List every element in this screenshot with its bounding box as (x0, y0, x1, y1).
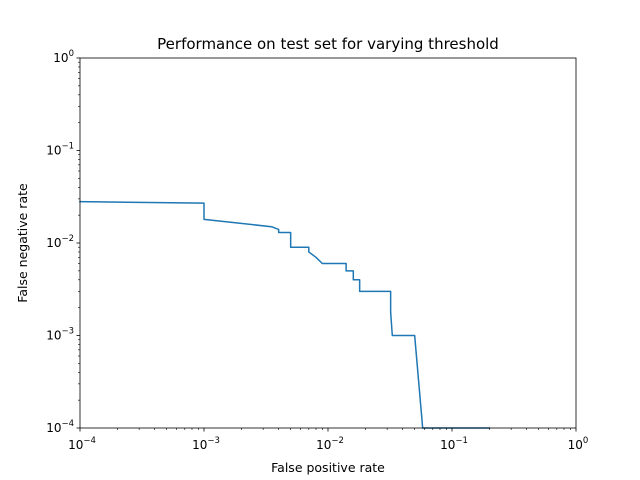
x-tick-label: 100 (568, 436, 589, 452)
x-axis-label: False positive rate (271, 460, 385, 475)
y-tick-label: 10−4 (46, 419, 74, 435)
y-tick-label: 10−3 (46, 327, 74, 343)
x-tick-label: 10−4 (68, 436, 96, 452)
x-tick-label: 10−2 (316, 436, 344, 452)
y-axis-label: False negative rate (15, 183, 30, 303)
y-tick-label: 100 (53, 49, 74, 65)
series-line-0 (79, 200, 491, 429)
y-tick-label: 10−1 (46, 142, 74, 158)
plot-area: 10−4 10−3 10−2 10−1 100 10−4 10−3 10−2 10−1 100 (46, 49, 588, 452)
x-tick-label: 10−1 (440, 436, 468, 452)
axes-frame (79, 57, 577, 429)
y-tick-label: 10−2 (46, 234, 74, 250)
x-tick-label: 10−3 (192, 436, 220, 452)
chart-title: Performance on test set for varying thre… (157, 35, 499, 53)
